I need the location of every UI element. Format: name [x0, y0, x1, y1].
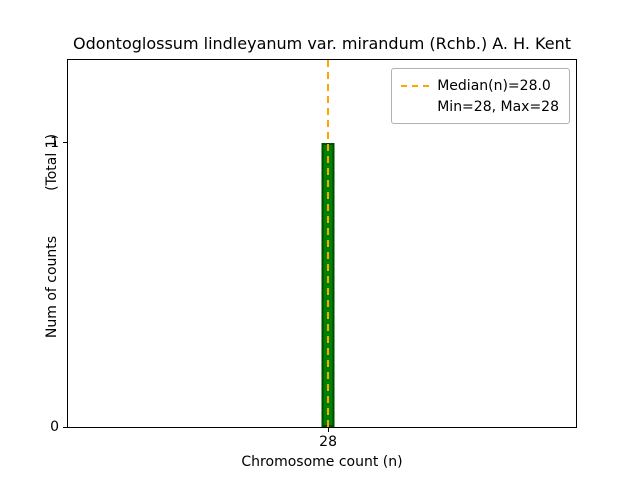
chart-title: Odontoglossum lindleyanum var. mirandum … — [73, 34, 571, 53]
y-tick-mark — [63, 142, 68, 144]
legend-label-median: Median(n)=28.0 — [437, 77, 551, 94]
x-tick-label: 28 — [319, 434, 338, 450]
x-tick-mark — [327, 427, 329, 432]
legend-entry-median: Median(n)=28.0 — [401, 75, 559, 96]
median-line — [327, 60, 330, 427]
legend-spacer — [401, 106, 429, 108]
x-axis-label: Chromosome count (n) — [241, 454, 403, 470]
y-tick-mark — [63, 426, 68, 428]
legend: Median(n)=28.0 Min=28, Max=28 — [391, 68, 570, 124]
dashed-line-icon — [401, 84, 430, 87]
legend-label-minmax: Min=28, Max=28 — [437, 98, 559, 115]
legend-entry-minmax: Min=28, Max=28 — [401, 96, 559, 117]
plot-area: 0 1 28 Median(n)=28.0 Min=28, Max=28 — [50, 59, 577, 450]
y-axis-label: Num of counts(Total 1) — [44, 134, 60, 338]
y-tick-label: 0 — [50, 419, 59, 435]
y-axis-label-text: Num of counts — [44, 235, 60, 339]
y-tick-label: 1 — [50, 134, 59, 151]
